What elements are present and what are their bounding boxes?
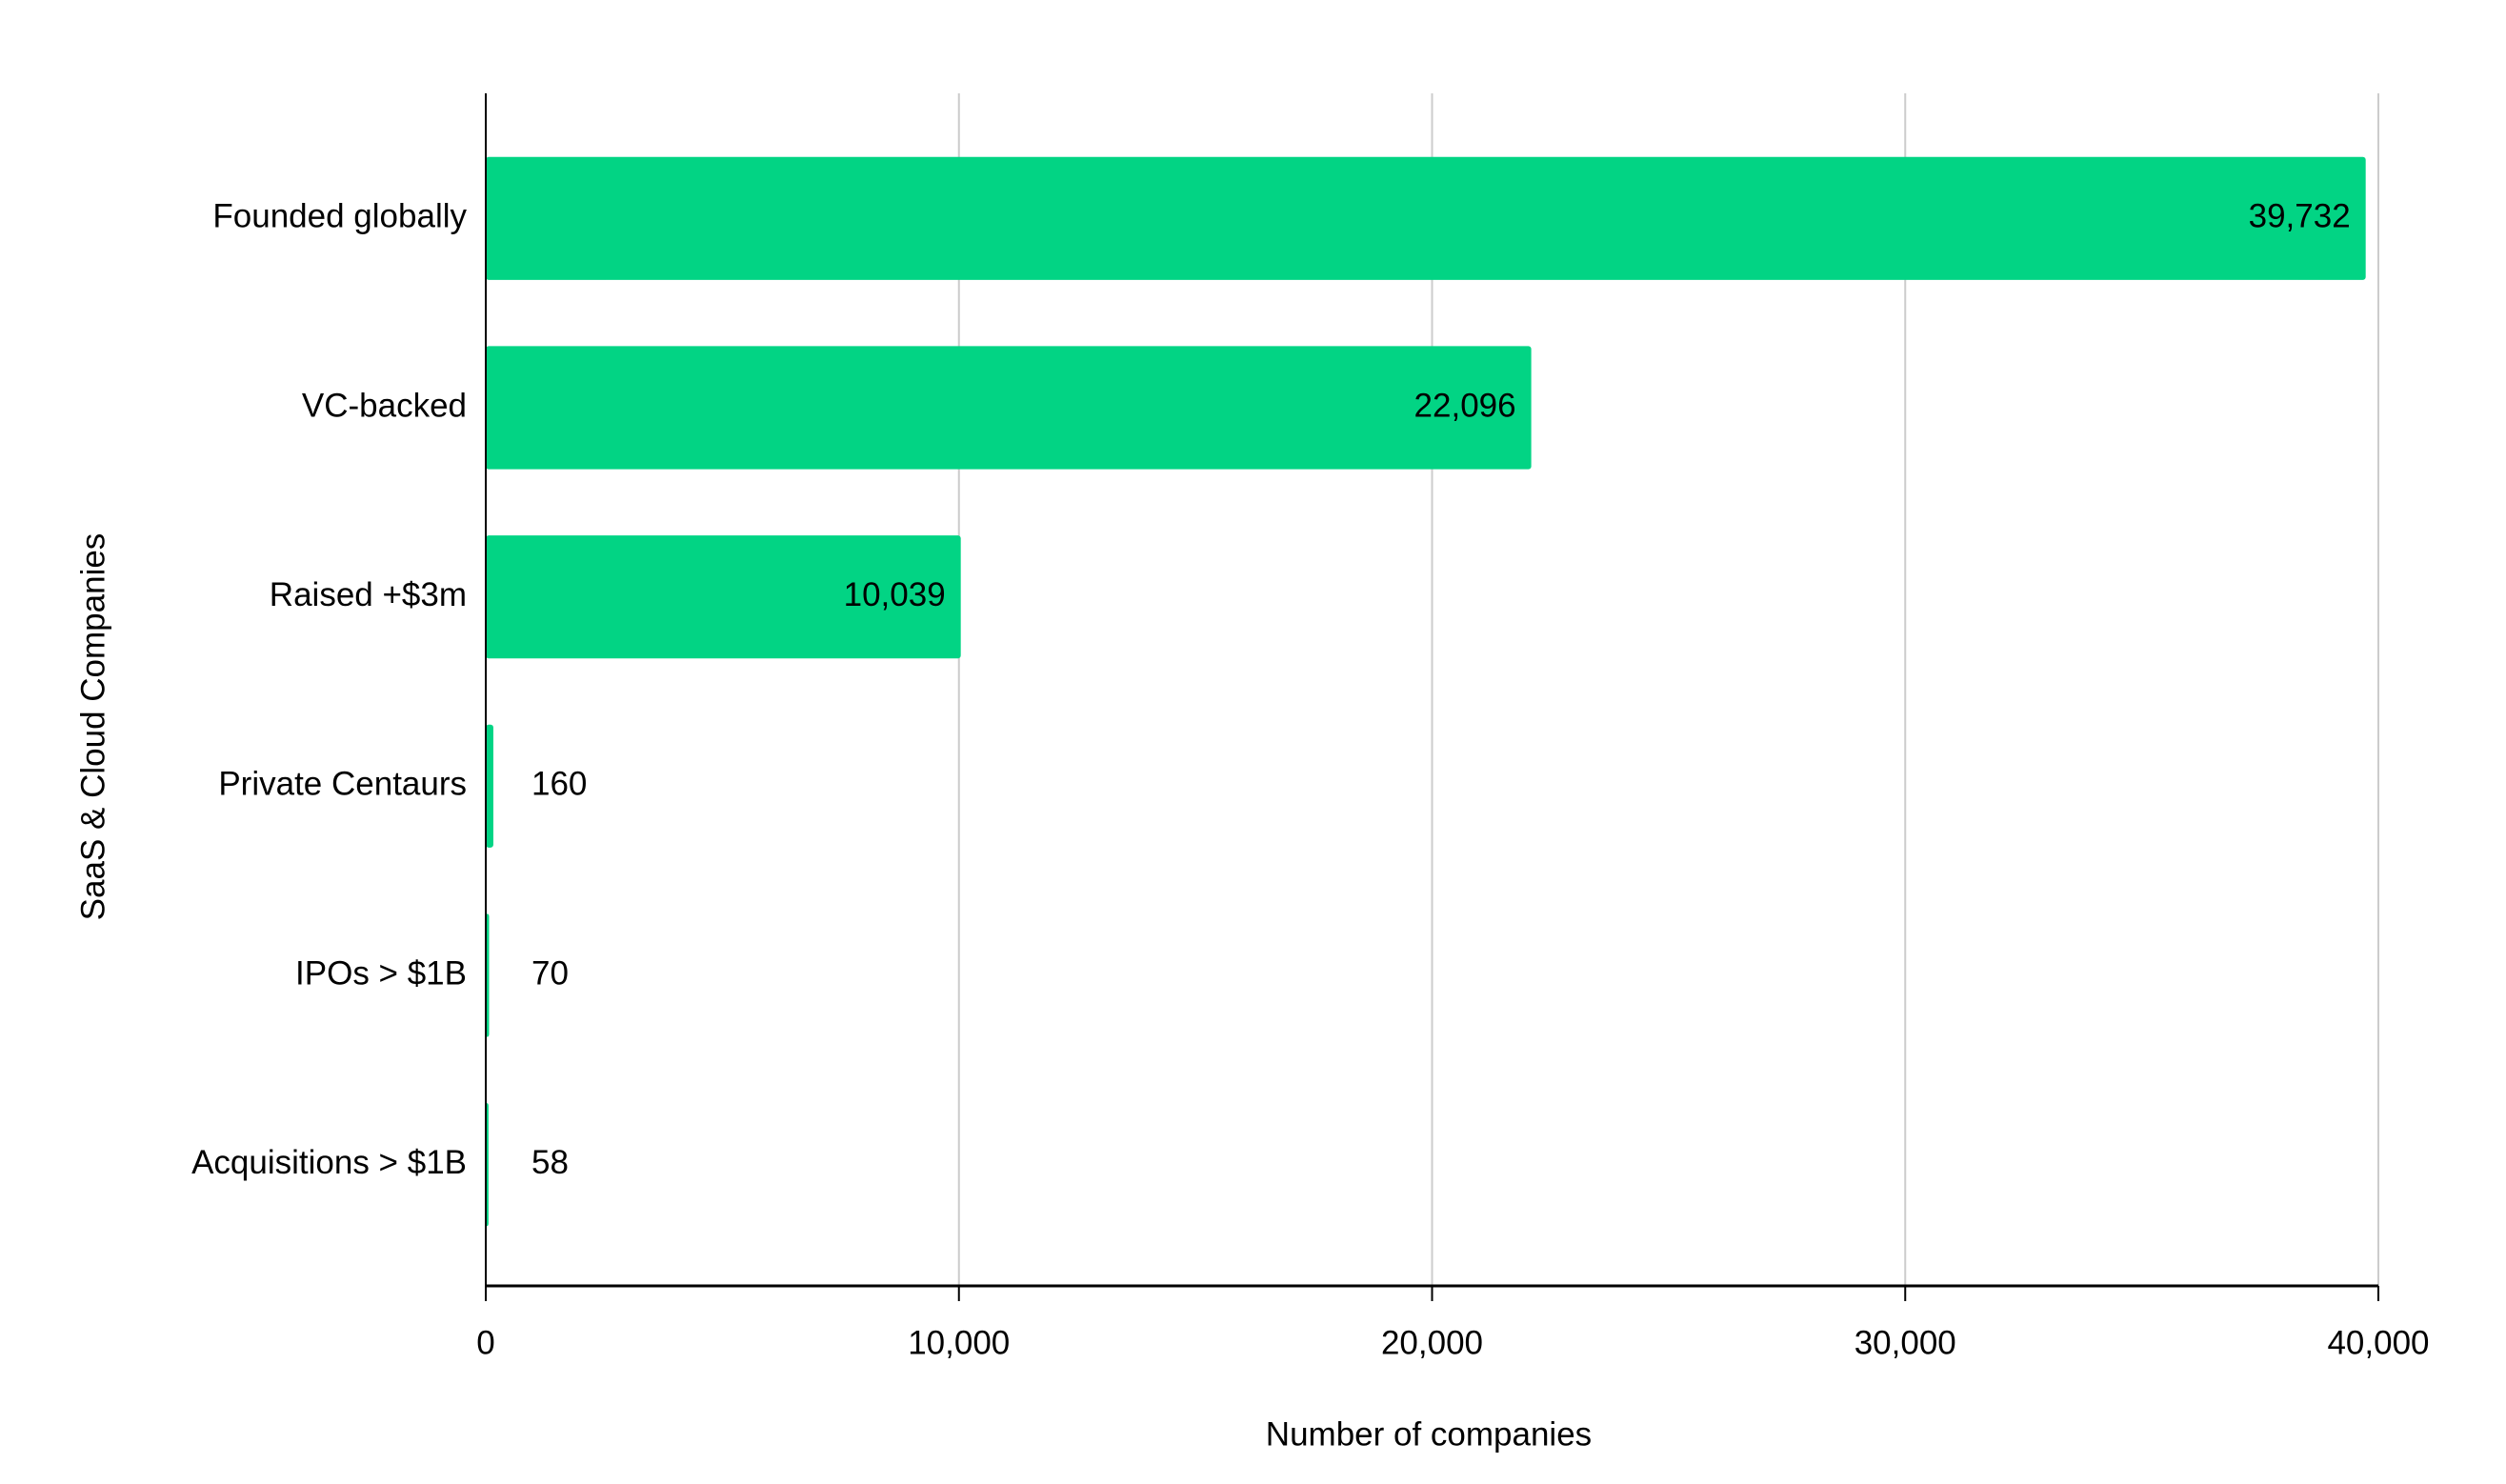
bar <box>486 724 493 848</box>
bar <box>486 346 1532 470</box>
y-tick-label: Founded globally <box>212 198 467 235</box>
value-label: 39,732 <box>2249 198 2351 235</box>
bar <box>486 156 2366 280</box>
x-axis-title: Number of companies <box>1266 1415 1592 1453</box>
y-tick-label: Acquisitions > $1B <box>191 1144 467 1181</box>
bar <box>486 535 961 659</box>
x-tick-label: 20,000 <box>1381 1324 1483 1361</box>
x-tick-label: 0 <box>476 1324 494 1361</box>
value-label: 22,096 <box>1414 387 1516 424</box>
value-label: 160 <box>531 766 587 803</box>
value-label: 10,039 <box>844 576 946 613</box>
x-tick-label: 40,000 <box>2327 1324 2429 1361</box>
x-tick-label: 30,000 <box>1854 1324 1956 1361</box>
y-tick-label: IPOs > $1B <box>295 954 467 992</box>
value-label: 58 <box>531 1144 569 1181</box>
value-label: 70 <box>531 954 569 992</box>
x-tick-label: 10,000 <box>908 1324 1010 1361</box>
y-tick-label: Private Centaurs <box>218 766 467 803</box>
y-axis-title: SaaS & Cloud Companies <box>74 533 111 921</box>
y-tick-label: Raised +$3m <box>270 576 467 613</box>
y-tick-label: VC-backed <box>302 387 467 424</box>
